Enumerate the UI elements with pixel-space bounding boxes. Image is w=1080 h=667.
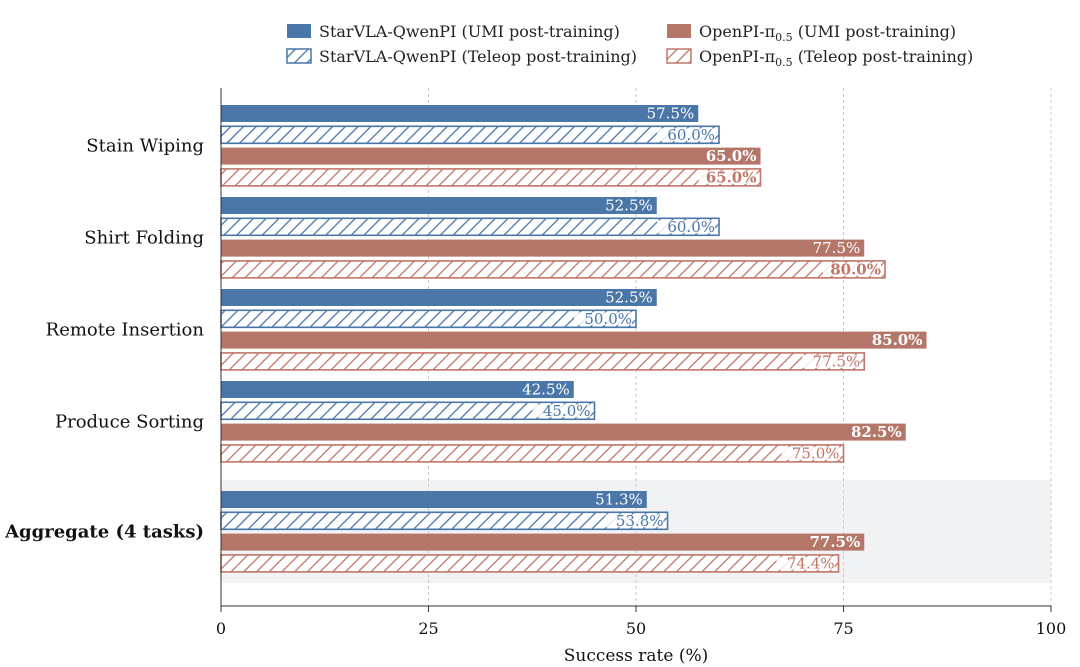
- bar: [220, 309, 637, 329]
- bar: [220, 511, 669, 531]
- bar-label-backing: [823, 262, 881, 276]
- bar-value-label: 52.5%: [605, 289, 653, 307]
- bar-value-label: 60.0%: [667, 218, 715, 236]
- category-label: Stain Wiping: [86, 135, 204, 156]
- legend-label-part: 0.5: [775, 31, 793, 44]
- legend-swatch: [287, 24, 311, 38]
- legend-swatch: [666, 48, 692, 64]
- bar: [221, 105, 699, 122]
- x-tick-label: 50: [626, 619, 646, 638]
- legend-label: OpenPI-π0.5 (Teleop post-training): [699, 47, 973, 69]
- x-axis-title: Success rate (%): [564, 646, 709, 666]
- legend-label-part: OpenPI-π: [699, 22, 775, 41]
- bar-value-label: 51.3%: [595, 491, 643, 509]
- legend-swatch: [667, 24, 691, 38]
- bar-label-backing: [802, 354, 861, 368]
- bar-value-label: 53.8%: [616, 512, 664, 530]
- bar: [221, 381, 574, 398]
- bar-value-label: 52.5%: [605, 197, 653, 215]
- x-tick-label: 25: [418, 619, 438, 638]
- x-tick-label: 100: [1036, 619, 1067, 638]
- category-label: Produce Sorting: [55, 411, 204, 432]
- bar: [220, 352, 866, 371]
- bar-value-label: 50.0%: [584, 310, 632, 328]
- category-label: Aggregate (4 tasks): [4, 521, 204, 542]
- bar-value-label: 65.0%: [706, 168, 757, 186]
- x-tick-label: 0: [216, 619, 226, 638]
- legend-swatch: [286, 48, 312, 64]
- bar-value-label: 57.5%: [647, 105, 695, 123]
- bar-value-label: 75.0%: [792, 444, 840, 462]
- bar-value-label: 65.0%: [706, 147, 757, 165]
- bar-value-label: 77.5%: [813, 239, 861, 257]
- bar: [220, 260, 886, 279]
- bar-value-label: 74.4%: [787, 554, 835, 572]
- bar: [221, 423, 906, 441]
- bar-label-backing: [776, 556, 835, 570]
- bar: [221, 147, 761, 165]
- legend-label: OpenPI-π0.5 (UMI post-training): [699, 22, 956, 44]
- bar-label-backing: [574, 312, 632, 326]
- bar: [220, 125, 720, 145]
- legend-label: StarVLA-QwenPI (Teleop post-training): [319, 47, 637, 66]
- bar-value-label: 77.5%: [813, 352, 861, 370]
- legend-label-part: StarVLA-QwenPI (UMI post-training): [319, 22, 620, 41]
- bar-value-label: 85.0%: [872, 331, 923, 349]
- legend-label-part: 0.5: [775, 56, 793, 69]
- bar: [220, 444, 845, 463]
- category-label: Remote Insertion: [46, 319, 205, 340]
- legend-label-part: OpenPI-π: [699, 47, 775, 66]
- bar: [221, 239, 865, 257]
- bar: [221, 491, 647, 508]
- bar-label-backing: [657, 128, 715, 142]
- bar-value-label: 82.5%: [851, 423, 902, 441]
- legend-label-part: StarVLA-QwenPI (Teleop post-training): [319, 47, 637, 66]
- legend-label: StarVLA-QwenPI (UMI post-training): [319, 22, 620, 41]
- bar-value-label: 42.5%: [522, 381, 570, 399]
- bar-label-backing: [532, 404, 591, 418]
- legend-label-part: (Teleop post-training): [793, 47, 974, 66]
- bar: [220, 554, 840, 573]
- bar-label-backing: [698, 170, 757, 184]
- bar-value-label: 80.0%: [830, 260, 881, 278]
- bar-value-label: 45.0%: [543, 402, 591, 420]
- bar-label-backing: [605, 514, 664, 528]
- bar: [220, 217, 720, 237]
- bar-label-backing: [781, 446, 840, 460]
- bar: [221, 331, 927, 349]
- x-tick-label: 75: [833, 619, 853, 638]
- bar-label-backing: [657, 220, 715, 234]
- bar: [220, 168, 762, 187]
- bar-value-label: 60.0%: [667, 126, 715, 144]
- bar: [221, 289, 657, 306]
- bar-value-label: 77.5%: [809, 533, 860, 551]
- category-label: Shirt Folding: [84, 227, 204, 248]
- legend-label-part: (UMI post-training): [793, 22, 956, 41]
- bar: [221, 533, 865, 551]
- bar: [221, 197, 657, 214]
